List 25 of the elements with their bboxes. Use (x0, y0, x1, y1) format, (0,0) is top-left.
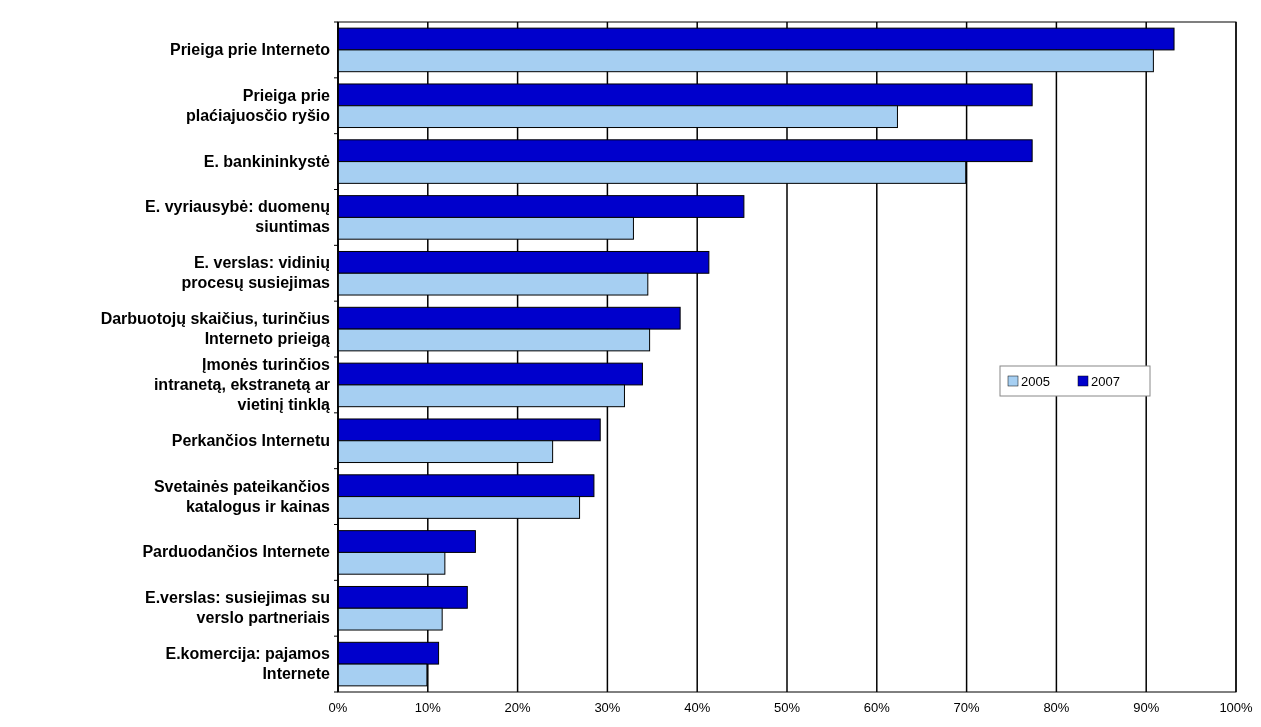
y-tick-label: Parduodančios Internete (142, 543, 331, 561)
x-tick-label: 100% (1219, 700, 1254, 715)
x-tick-label: 50% (773, 700, 801, 715)
y-tick-label: E. verslas: vidinių procesų susiejimas (181, 254, 331, 292)
x-tick-label: 40% (684, 700, 711, 715)
x-tick-label: 60% (863, 700, 891, 715)
y-tick-label: Perkančios Internetu (171, 431, 330, 449)
x-tick-label: 20% (504, 700, 532, 715)
legend-label: 2007 (1091, 374, 1120, 389)
y-tick-label: Darbuotojų skaičius, turinčius Interneto prieigą (100, 310, 331, 348)
y-tick-label: E. bankininkystė (203, 152, 331, 170)
y-tick-label: E. vyriausybė: duomenų siuntimas (145, 198, 331, 236)
legend-label: 2005 (1021, 374, 1050, 389)
x-tick-label: 70% (953, 700, 981, 715)
x-tick-label: 80% (1043, 700, 1070, 715)
y-tick-label: E.verslas: susiejimas su verslo partneriais (145, 589, 331, 627)
y-tick-label: Įmonės turinčios intranetą, ekstranetą ar vietinį tinklą (153, 355, 331, 413)
y-tick-label: Prieiga prie plaćiajuosčio ryšio (185, 86, 331, 124)
x-tick-label: 0% (328, 700, 348, 715)
x-tick-label: 10% (414, 700, 442, 715)
y-tick-label: Prieiga prie Interneto (169, 40, 331, 58)
x-tick-label: 30% (594, 700, 621, 715)
y-tick-label: E.komercija: pajamos Internete (165, 645, 331, 683)
x-tick-label: 90% (1133, 700, 1160, 715)
y-tick-label: Svetainės pateikančios katalogus ir kainas (153, 477, 331, 515)
